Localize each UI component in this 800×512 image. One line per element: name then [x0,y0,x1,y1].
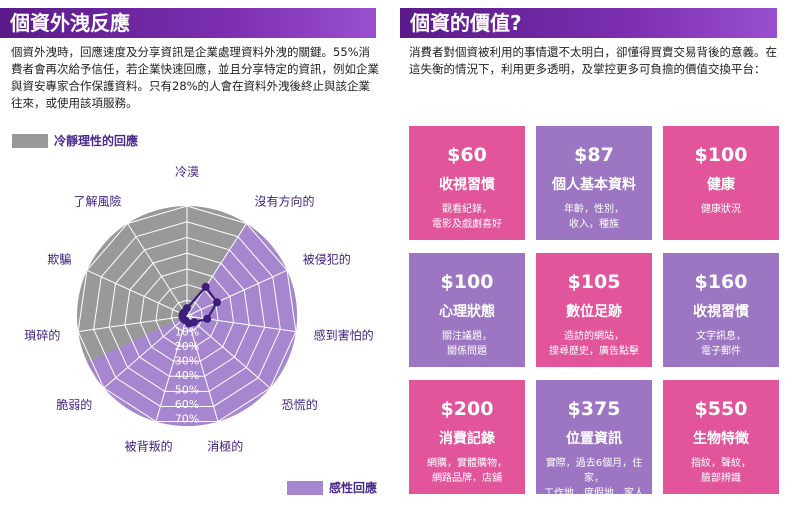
radar-spoke [127,223,188,317]
card-title: 生物特徵 [693,431,749,447]
radar-axis-label: 瑣碎的 [24,327,60,342]
card-title: 消費記錄 [439,431,495,447]
radar-tick-label: 10% [175,326,199,339]
card-price: $100 [694,144,748,166]
card-price: $100 [440,271,494,293]
card-description: 關注議題， 關係問題 [442,331,492,357]
legend-emotional-swatch [287,480,323,495]
radar-axis-label: 消極的 [207,438,243,453]
radar-spoke [78,315,188,333]
card-title: 位置資訊 [566,431,622,447]
card-description: 年齡，性別， 收入，種族 [564,204,624,230]
radar-axis-label: 脆弱的 [56,397,92,412]
card-title: 數位足跡 [566,304,622,320]
value-card: $105 數位足跡造訪的網站， 搜尋歷史，廣告點擊 [536,253,652,367]
legend-rational-swatch [12,133,48,148]
radar-tick-label: 30% [175,355,199,368]
radar-grid-ring [77,205,297,423]
legend-rational-label: 冷靜理性的回應 [54,134,139,148]
radar-tick-label: 20% [175,340,199,353]
card-price: $105 [567,271,621,293]
radar-tick-label: 50% [175,384,199,397]
value-card: $375 位置資訊實際，過去6個月，住家， 工作地，度假地，家人 [536,380,652,499]
radar-tick-label: 40% [175,369,199,382]
card-title: 收視習慣 [439,177,495,193]
card-price: $375 [567,398,621,420]
left-paragraph: 個資外洩時，回應速度及分享資訊是企業處理資料外洩的關鍵。55%消費者會再次給予信… [11,45,379,110]
card-price: $550 [694,398,748,420]
card-price: $87 [574,144,614,166]
value-card: $100 心理狀態關注議題， 關係問題 [409,253,525,367]
value-cards-grid: $60 收視習慣 觀看紀錄， 電影及戲劇喜好 $87 個人基本資料 年齡，性別， 收入，種… [409,126,779,499]
card-title: 收視習慣 [693,304,749,320]
radar-spoke [186,269,288,317]
right-section-title: 個資的價值? [400,8,777,38]
radar-data-point [180,308,189,317]
radar-spoke [186,315,271,389]
radar-spoke [186,315,219,422]
radar-axis-label: 沒有方向的 [255,194,315,209]
right-paragraph: 消費者對個資被利用的事情還不太明白，卻懂得買賣交易背後的意義。在這失衡的情況下，… [409,45,777,76]
value-card: $160 收視習慣文字訊息， 電子郵件 [663,253,779,367]
radar-tick-label: 60% [175,398,199,411]
left-section-title: 個資外洩反應 [0,8,376,38]
card-price: $200 [440,398,494,420]
card-description: 造訪的網站， 搜尋歷史，廣告點擊 [549,331,639,357]
card-description: 指紋，聲紋， 臉部辨識 [691,458,751,484]
card-description: 網購，實體購物， 網路品牌，店舖 [427,458,507,484]
radar-spoke [103,315,188,389]
card-price: $60 [447,144,487,166]
radar-spoke [186,223,247,317]
radar-grid-ring [139,268,235,362]
value-card: $87 個人基本資料年齡，性別， 收入，種族 [536,126,652,240]
radar-axis-label: 欺騙 [47,252,71,267]
radar-chart: 0%10%20%30%40%50%60%70%冷漠沒有方向的被侵犯的感到害怕的恐… [24,165,374,453]
value-card: $60 收視習慣觀看紀錄， 電影及戲劇喜好 [409,126,525,240]
radar-grid-ring [170,299,204,332]
card-description: 健康狀況 [701,204,741,215]
radar-data-point [213,298,222,307]
legend-emotional-label: 感性回應 [329,481,378,495]
legend-rational: 冷靜理性的回應 [12,132,138,149]
value-card: $100 健康健康狀況 [663,126,779,240]
card-price: $160 [694,271,748,293]
radar-axis-label: 被侵犯的 [303,252,351,267]
card-description: 觀看紀錄， 電影及戲劇喜好 [432,204,502,230]
card-title: 健康 [707,177,735,193]
radar-tick-label: 70% [175,413,199,426]
radar-data-point [201,282,210,291]
card-description: 實際，過去6個月，住家， 工作地，度假地，家人 [544,458,644,499]
legend-emotional: 感性回應 [287,479,377,496]
radar-grid-ring [124,252,250,377]
card-title: 心理狀態 [439,304,495,320]
card-title: 個人基本資料 [552,177,636,193]
radar-axis-label: 被背叛的 [125,438,173,453]
value-card: $550 生物特徵指紋，聲紋， 臉部辨識 [663,380,779,494]
radar-spoke [86,269,188,317]
radar-axis-label: 恐慌的 [282,397,318,412]
card-description: 文字訊息， 電子郵件 [696,331,746,357]
radar-axis-label: 了解風險 [73,194,121,209]
radar-spoke [155,315,188,422]
radar-axis-label: 冷漠 [175,165,199,179]
radar-grid-ring [108,236,266,392]
value-card: $200 消費記錄網購，實體購物， 網路品牌，店舖 [409,380,525,494]
radar-grid-ring [93,221,281,407]
radar-axis-label: 感到害怕的 [314,327,374,342]
radar-data-point [203,314,212,323]
